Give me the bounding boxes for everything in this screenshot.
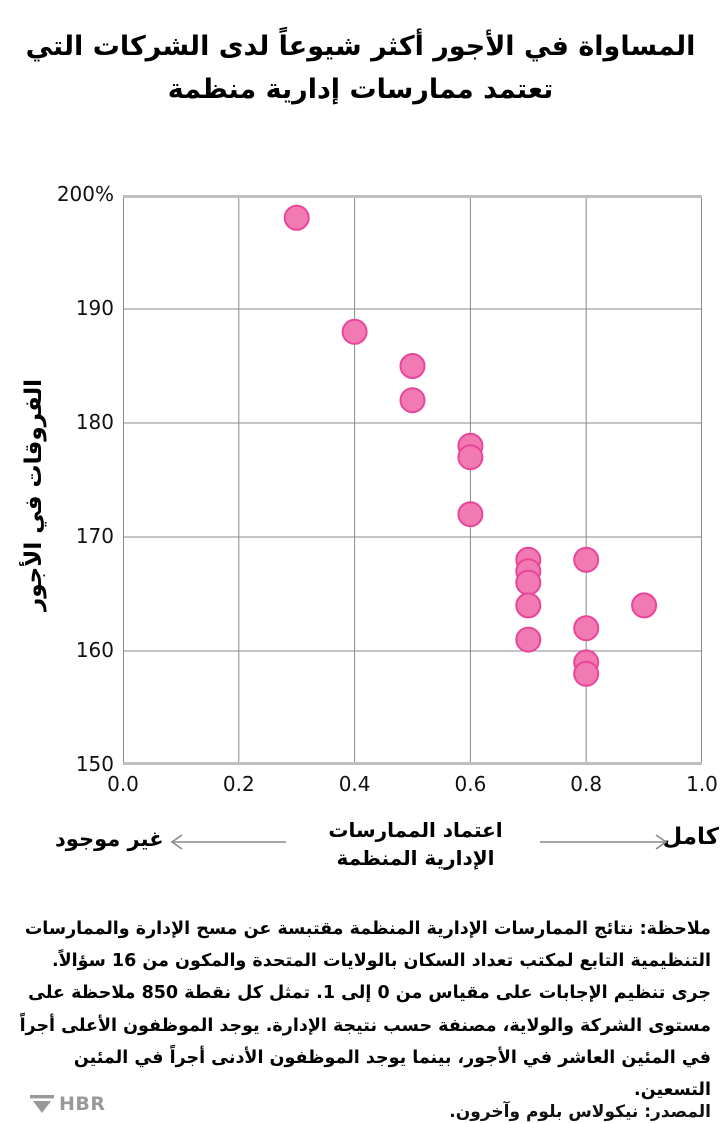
x-tick-label: 0.4 <box>338 772 371 796</box>
right-arrow-icon <box>540 834 668 850</box>
scatter-point <box>457 444 484 471</box>
scatter-point <box>573 546 600 573</box>
scatter-point <box>631 592 658 619</box>
scatter-point <box>515 569 542 596</box>
x-tick-label: 0.6 <box>454 772 487 796</box>
y-tick-label: 180 <box>75 410 114 434</box>
hbr-logo-text: HBR <box>59 1093 106 1115</box>
scatter-point <box>573 660 600 687</box>
scatter-point <box>341 318 368 345</box>
y-tick-label: 160 <box>75 638 114 662</box>
scatter-point <box>399 387 426 414</box>
x-tick-label: 0.2 <box>222 772 255 796</box>
scatter-point <box>399 353 426 379</box>
y-tick-label: 170 <box>75 524 114 548</box>
scatter-point <box>515 626 542 653</box>
scatter-point <box>515 592 542 619</box>
scatter-plot-area <box>123 195 702 765</box>
x-axis-high-label: كامل <box>662 824 719 850</box>
scatter-point <box>283 204 310 231</box>
source-line: المصدر: نيكولاس بلوم وآخرون. <box>449 1102 711 1122</box>
y-tick-label: 150 <box>75 752 114 776</box>
y-tick-label: 200% <box>56 182 114 206</box>
scatter-point <box>457 501 484 528</box>
hbr-pennant-icon <box>30 1094 54 1113</box>
x-tick-label: 1.0 <box>686 772 718 796</box>
x-tick-label: 0.0 <box>107 772 139 796</box>
hbr-logo: HBR <box>30 1093 106 1115</box>
x-tick-label: 0.8 <box>570 772 603 796</box>
chart-title: المساواة في الأجور أكثر شيوعاً لدى الشرك… <box>25 31 696 105</box>
scatter-point <box>573 615 600 642</box>
y-tick-label: 190 <box>75 296 114 320</box>
left-arrow-icon <box>170 834 286 850</box>
footnote: ملاحظة: نتائج الممارسات الإدارية المنظمة… <box>19 918 711 1101</box>
x-axis-low-label: غير موجود <box>55 827 164 851</box>
x-axis-title: اعتماد الممارسات الإدارية المنظمة <box>328 818 503 870</box>
